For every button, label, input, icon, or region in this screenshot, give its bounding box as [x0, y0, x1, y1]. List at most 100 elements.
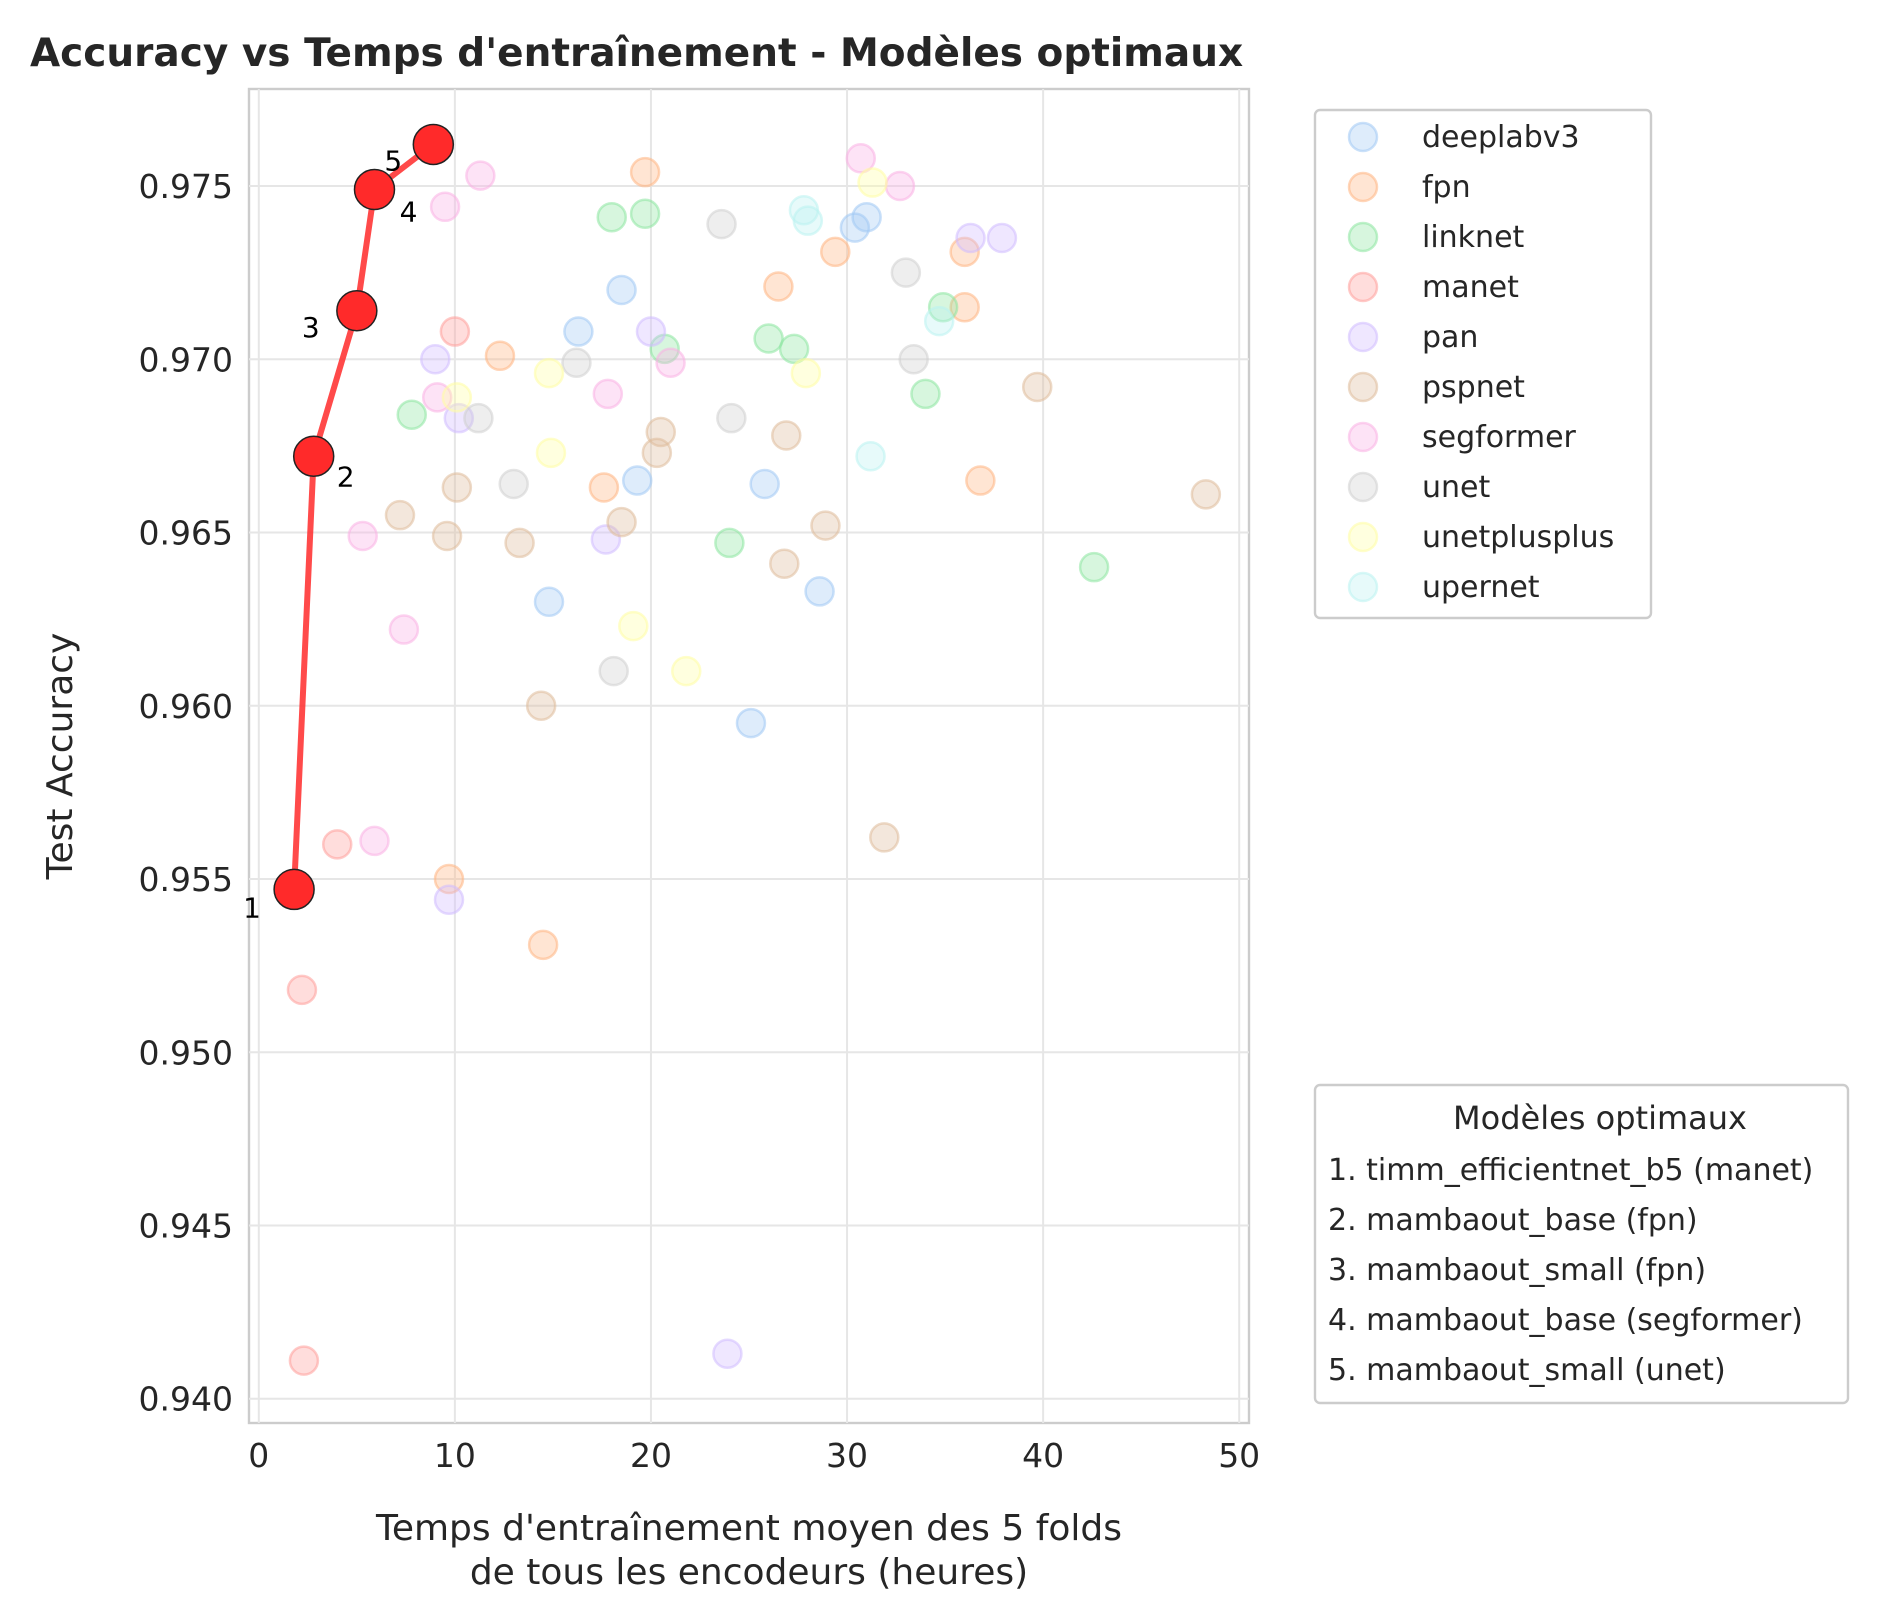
- legend-label-segformer: segformer: [1422, 420, 1577, 455]
- legend-optimal-items: 1. timm_efficientnet_b5 (manet) 2. mambao…: [1328, 1153, 1813, 1388]
- legend-marker-segformer: [1347, 421, 1379, 453]
- y-tick-label: 0.940: [139, 1380, 233, 1419]
- optimal-point-label: 2: [337, 460, 355, 493]
- data-point-unetplusplus: [441, 382, 473, 413]
- legend-optimal-item: 2. mambaout_base (fpn): [1328, 1203, 1698, 1238]
- data-point-pspnet: [441, 472, 473, 503]
- data-point-fpn: [820, 236, 851, 268]
- data-point-unetplusplus: [671, 655, 702, 687]
- data-point-unetplusplus: [535, 437, 567, 469]
- x-axis-ticks: 0 10 20 30 40 50: [248, 1436, 1260, 1475]
- data-point-linknet: [396, 399, 427, 430]
- y-axis-ticks: 0.940 0.945 0.950 0.955 0.960 0.965 0.970 0.975: [139, 167, 233, 1419]
- legend-label-unet: unet: [1422, 470, 1490, 505]
- data-point-fpn: [588, 472, 620, 503]
- legend-marker-pspnet: [1347, 371, 1379, 403]
- data-point-unet: [463, 402, 494, 434]
- data-point-deeplabv3: [735, 707, 767, 739]
- legend-optimal-item: 4. mambaout_base (segformer): [1328, 1303, 1803, 1338]
- data-point-unet: [561, 347, 592, 378]
- data-point-deeplabv3: [839, 212, 871, 243]
- data-point-fpn: [629, 156, 661, 188]
- data-point-segformer: [347, 520, 378, 552]
- legend-models-items: deeplabv3 fpn linknet manet pan pspnet segform…: [1347, 120, 1614, 605]
- data-point-unet: [890, 257, 922, 288]
- legend-models-frame: [1313, 108, 1653, 620]
- data-point-segformer: [388, 614, 420, 645]
- legend-marker-pan: [1347, 321, 1379, 353]
- y-tick-label: 0.945: [139, 1206, 233, 1245]
- legend-label-linknet: linknet: [1422, 220, 1525, 255]
- x-tick-label: 40: [1022, 1436, 1064, 1475]
- data-point-pspnet: [645, 416, 677, 448]
- data-point-pan: [712, 1338, 743, 1369]
- scatter-points: [278, 129, 1222, 1376]
- legend-marker-unet: [1347, 471, 1379, 503]
- y-tick-label: 0.955: [139, 860, 233, 899]
- data-point-unet: [716, 402, 747, 434]
- optimal-point: [336, 290, 378, 332]
- legend-label-unetplusplus: unetplusplus: [1422, 520, 1614, 555]
- optimal-point-label: 5: [384, 144, 402, 177]
- legend-marker-fpn: [1347, 171, 1379, 203]
- data-point-unetplusplus: [618, 610, 649, 642]
- data-point-pspnet: [606, 506, 637, 538]
- legend-label-fpn: fpn: [1422, 170, 1471, 205]
- y-tick-label: 0.970: [139, 340, 233, 379]
- data-point-unetplusplus: [857, 167, 888, 198]
- data-point-fpn: [527, 929, 559, 961]
- x-axis-label-line-2: de tous les encodeurs (heures): [470, 1552, 1028, 1593]
- legend-optimal-item: 1. timm_efficientnet_b5 (manet): [1328, 1153, 1813, 1188]
- y-tick-label: 0.975: [139, 167, 233, 206]
- data-point-unet: [706, 208, 737, 240]
- legend-label-pan: pan: [1422, 320, 1478, 355]
- data-point-linknet: [596, 201, 627, 233]
- data-point-fpn: [949, 292, 980, 323]
- legend-label-manet: manet: [1422, 270, 1519, 305]
- optimal-point-label: 4: [400, 195, 418, 228]
- optimal-point: [353, 168, 396, 211]
- data-point-fpn: [763, 271, 794, 302]
- data-point-segformer: [465, 160, 496, 191]
- data-point-pspnet: [504, 527, 535, 559]
- data-point-manet: [286, 974, 318, 1006]
- data-point-pspnet: [869, 822, 900, 853]
- data-point-deeplabv3: [851, 201, 882, 233]
- data-point-unet: [498, 468, 529, 500]
- data-point-deeplabv3: [804, 576, 835, 607]
- data-point-unetplusplus: [533, 357, 565, 389]
- data-point-segformer: [429, 191, 461, 223]
- data-point-manet: [288, 1345, 320, 1376]
- data-point-deeplabv3: [749, 468, 780, 500]
- chart-title: Accuracy vs Temps d'entraînement - Modèl…: [30, 31, 1243, 76]
- data-point-segformer: [655, 347, 686, 378]
- legend-optimal-item: 3. mambaout_small (fpn): [1328, 1253, 1706, 1288]
- data-point-pspnet: [769, 548, 800, 579]
- x-tick-label: 10: [434, 1436, 476, 1475]
- data-point-deeplabv3: [533, 586, 565, 618]
- data-point-unet: [898, 344, 929, 375]
- y-tick-label: 0.965: [139, 514, 233, 553]
- data-point-manet: [439, 316, 471, 347]
- data-point-pan: [420, 344, 451, 375]
- y-axis-label: Test Accuracy: [40, 633, 81, 881]
- data-point-upernet: [792, 205, 824, 236]
- legend-label-pspnet: pspnet: [1422, 370, 1525, 405]
- data-point-deeplabv3: [606, 274, 637, 306]
- data-point-linknet: [910, 378, 941, 410]
- x-axis-label-line-1: Temps d'entraînement moyen des 5 folds: [375, 1508, 1122, 1549]
- legend-marker-unetplusplus: [1347, 521, 1379, 553]
- data-point-pan: [986, 222, 1018, 254]
- data-point-linknet: [714, 527, 745, 559]
- data-point-upernet: [855, 441, 886, 472]
- data-point-linknet: [753, 323, 784, 354]
- data-point-pspnet: [1190, 479, 1222, 510]
- y-tick-label: 0.950: [139, 1033, 233, 1072]
- legend-optimal-title: Modèles optimaux: [1453, 1099, 1747, 1137]
- data-point-pspnet: [771, 420, 802, 451]
- data-point-deeplabv3: [621, 465, 653, 496]
- legend-marker-manet: [1347, 271, 1379, 303]
- legend-marker-deeplabv3: [1347, 121, 1379, 153]
- data-point-unetplusplus: [790, 357, 822, 389]
